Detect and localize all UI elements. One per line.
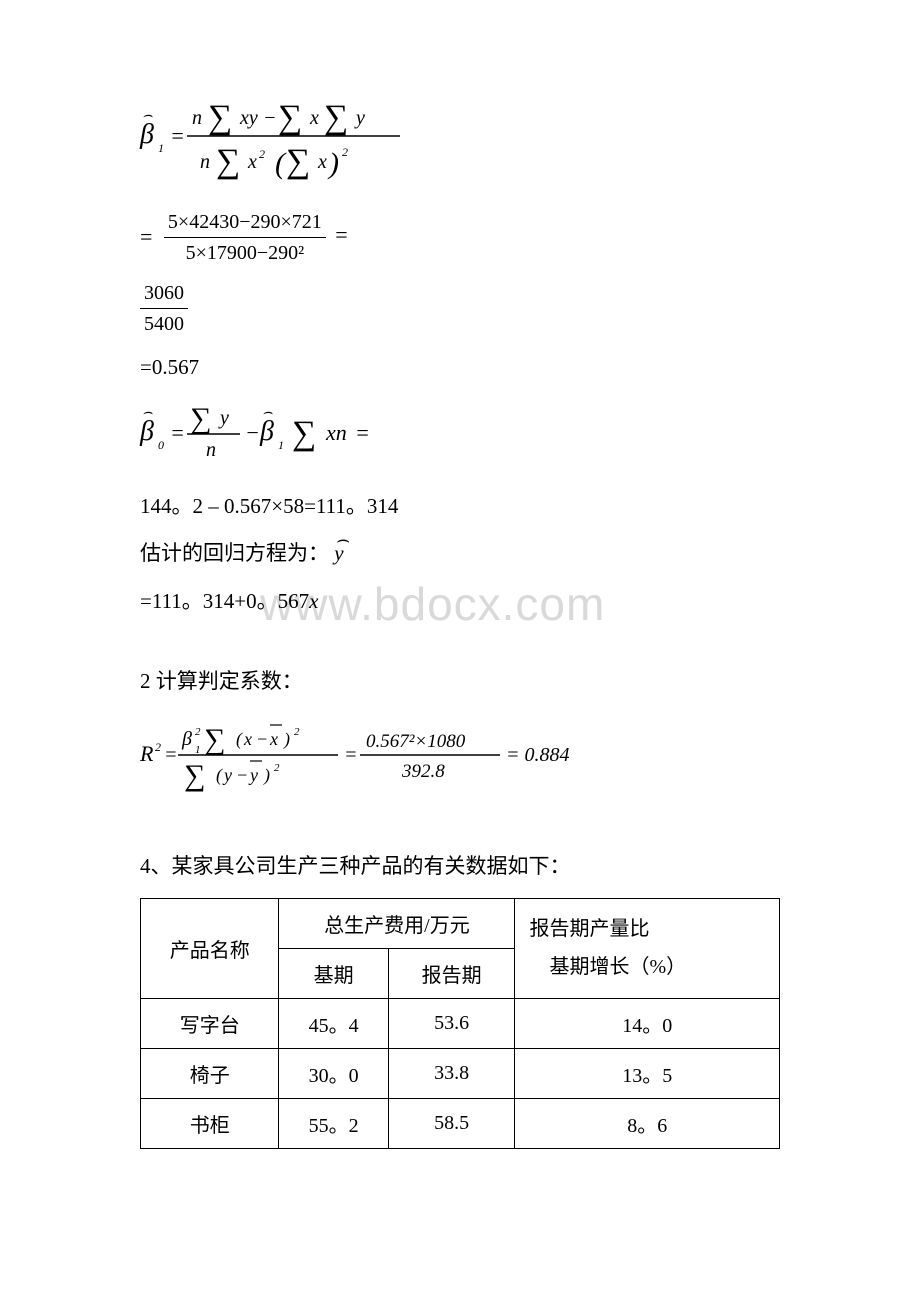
svg-text:⌢: ⌢ bbox=[142, 107, 153, 124]
svg-text:∑: ∑ bbox=[292, 415, 316, 452]
svg-text:y: y bbox=[218, 407, 229, 429]
svg-text:n: n bbox=[200, 151, 210, 173]
svg-text:x: x bbox=[309, 107, 319, 129]
svg-text:1: 1 bbox=[278, 438, 284, 452]
r2-formula: R 2 = β 2 1 ∑ ( x − x ) 2 ∑ ( y − bbox=[140, 713, 780, 801]
regression-eq: =111。314+0。567 bbox=[140, 589, 309, 613]
svg-text:=: = bbox=[170, 123, 185, 148]
svg-text:x: x bbox=[317, 151, 327, 173]
svg-text:2: 2 bbox=[155, 740, 161, 754]
svg-text:2: 2 bbox=[294, 726, 300, 738]
svg-text:∑: ∑ bbox=[216, 143, 240, 180]
svg-text:−: − bbox=[256, 729, 268, 749]
svg-text:0.567²×1080: 0.567²×1080 bbox=[366, 731, 466, 752]
svg-text:∑: ∑ bbox=[278, 99, 302, 136]
svg-text:x: x bbox=[247, 151, 257, 173]
beta1-formula-svg: β ⌢ 1 = n ∑ xy − ∑ x ∑ y n ∑ x 2 ( bbox=[140, 88, 410, 183]
step3-num: 3060 bbox=[140, 280, 188, 309]
svg-text:= 0.884: = 0.884 bbox=[506, 744, 570, 766]
beta0-step: 144。2 – 0.567×58=111。314 bbox=[140, 490, 780, 524]
svg-text:=: = bbox=[344, 744, 358, 766]
svg-text:xy: xy bbox=[239, 107, 258, 129]
svg-text:=: = bbox=[170, 420, 185, 445]
svg-text:xn: xn bbox=[325, 420, 347, 445]
svg-text:∑: ∑ bbox=[184, 759, 205, 792]
beta1-definition: β ⌢ 1 = n ∑ xy − ∑ x ∑ y n ∑ x 2 ( bbox=[140, 88, 780, 191]
regression-eq-line: www.bdocx.com =111。314+0。567x bbox=[140, 585, 780, 635]
svg-text:y: y bbox=[354, 107, 365, 129]
svg-text:=: = bbox=[355, 420, 370, 445]
svg-text:): ) bbox=[263, 765, 270, 786]
step3-den: 5400 bbox=[140, 309, 188, 337]
table-row: 写字台 45。4 53.6 14。0 bbox=[141, 998, 780, 1048]
svg-text:2: 2 bbox=[259, 147, 265, 161]
th-base: 基期 bbox=[279, 948, 388, 998]
svg-text:y: y bbox=[248, 765, 258, 785]
section2-title: 2 计算判定系数： bbox=[140, 665, 780, 699]
svg-text:−: − bbox=[263, 107, 277, 129]
section4-title: 4、某家具公司生产三种产品的有关数据如下： bbox=[140, 850, 780, 884]
step2-num: 5×42430−290×721 bbox=[164, 209, 326, 238]
th-product: 产品名称 bbox=[141, 898, 279, 998]
svg-text:392.8: 392.8 bbox=[401, 761, 445, 782]
svg-text:2: 2 bbox=[342, 145, 348, 159]
table-row: 书柜 55。2 58.5 8。6 bbox=[141, 1098, 780, 1148]
svg-text:n: n bbox=[206, 439, 216, 461]
svg-text:n: n bbox=[192, 107, 202, 129]
svg-text:1: 1 bbox=[195, 744, 201, 756]
svg-text:): ) bbox=[327, 147, 339, 180]
svg-text:x: x bbox=[243, 729, 252, 749]
svg-text:∑: ∑ bbox=[324, 99, 348, 136]
regression-var: x bbox=[309, 589, 318, 613]
th-cost-group: 总生产费用/万元 bbox=[279, 898, 515, 948]
regression-label: 估计的回归方程为： bbox=[140, 541, 329, 565]
beta0-formula: β ⌢ 0 = ∑ y n − β ⌢ 1 ∑ xn = bbox=[140, 398, 780, 476]
svg-text:): ) bbox=[283, 729, 290, 750]
regression-label-line: 估计的回归方程为： ⌢y bbox=[140, 537, 780, 571]
svg-text:⌢: ⌢ bbox=[142, 404, 153, 421]
svg-text:y: y bbox=[222, 765, 232, 785]
svg-text:∑: ∑ bbox=[204, 723, 225, 756]
svg-text:−: − bbox=[236, 765, 248, 785]
svg-text:x: x bbox=[269, 729, 278, 749]
svg-text:⌢: ⌢ bbox=[262, 404, 273, 421]
svg-text:−: − bbox=[245, 420, 260, 445]
svg-text:2: 2 bbox=[195, 726, 201, 738]
beta1-step2: = 5×42430−290×721 5×17900−290² = bbox=[140, 209, 780, 266]
table-row: 椅子 30。0 33.8 13。5 bbox=[141, 1048, 780, 1098]
th-report: 报告期 bbox=[388, 948, 515, 998]
svg-text:0: 0 bbox=[158, 438, 164, 452]
svg-text:R: R bbox=[139, 741, 154, 766]
step2-den: 5×17900−290² bbox=[164, 238, 326, 266]
svg-text:1: 1 bbox=[158, 141, 164, 155]
th-growth: 报告期产量比 基期增长（%） bbox=[515, 898, 780, 998]
beta1-step3: 3060 5400 bbox=[140, 280, 780, 337]
svg-text:∑: ∑ bbox=[190, 402, 211, 435]
beta1-result: =0.567 bbox=[140, 351, 780, 385]
product-table: 产品名称 总生产费用/万元 报告期产量比 基期增长（%） 基期 报告期 写字台 … bbox=[140, 898, 780, 1149]
svg-text:∑: ∑ bbox=[208, 99, 232, 136]
svg-text:β: β bbox=[181, 728, 192, 750]
svg-text:∑: ∑ bbox=[286, 143, 310, 180]
svg-text:2: 2 bbox=[274, 762, 280, 774]
svg-text:(: ( bbox=[216, 765, 223, 786]
svg-text:=: = bbox=[164, 744, 178, 766]
svg-text:(: ( bbox=[236, 729, 243, 750]
